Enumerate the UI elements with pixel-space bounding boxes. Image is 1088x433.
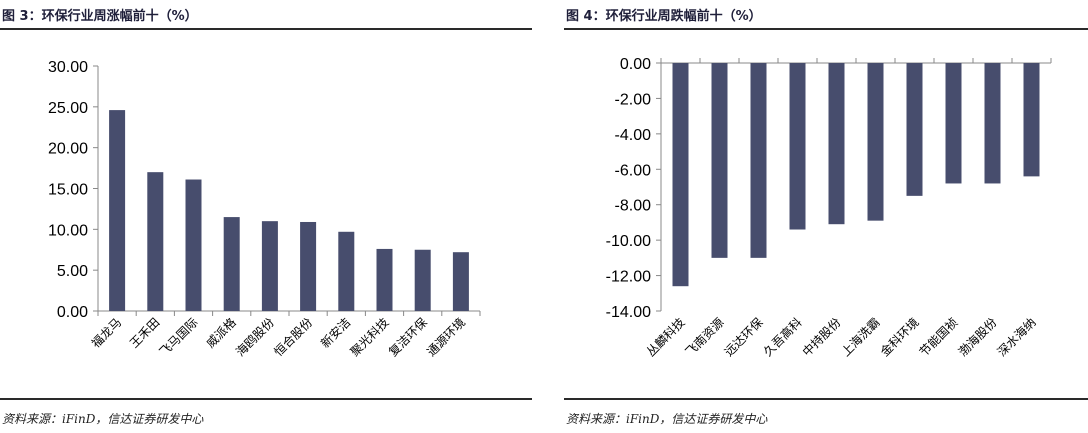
gain-category-label: 海鸥股份 [232, 315, 277, 360]
gain-bar [300, 221, 317, 311]
loss-category-label: 久吾高科 [760, 315, 805, 360]
loss-category-label: 中持股份 [799, 315, 844, 360]
figure-4-source: 资料来源：iFinD，信达证券研发中心 [566, 412, 768, 426]
loss-category-label: 远达环保 [722, 315, 766, 359]
figure-3-title: 图 3：环保行业周涨幅前十（%） [2, 9, 198, 24]
loss-y-tick-label: -8.00 [615, 198, 652, 215]
gain-category-label: 复洁环保 [386, 315, 430, 359]
gain-y-tick-label: 20.00 [48, 141, 88, 158]
gain-y-tick-label: 0.00 [57, 304, 88, 321]
gain-y-tick-label: 15.00 [48, 182, 88, 199]
gain-category-label: 恒合股份 [271, 315, 316, 360]
loss-bar [906, 63, 923, 196]
loss-category-label: 飞南资源 [682, 315, 727, 360]
loss-category-label: 深水海纳 [994, 315, 1039, 360]
gain-y-tick-label: 5.00 [57, 263, 88, 280]
loss-y-tick-label: 0.00 [620, 56, 651, 73]
gain-category-label: 福龙马 [88, 315, 124, 351]
gain-bar [147, 172, 164, 311]
gain-bar [414, 249, 431, 311]
loss-y-tick-label: -14.00 [606, 304, 651, 321]
figure-4-panel: 图 4：环保行业周跌幅前十（%） 0.00 -2.00 -4.00 -6.00 -8.0… [564, 0, 1088, 433]
loss-category-label: 金科环境 [877, 315, 922, 360]
loss-y-tick-label: -12.00 [606, 269, 651, 286]
loss-category-label: 渤海股份 [955, 315, 1000, 360]
gain-category-label: 聚光科技 [348, 315, 392, 359]
loss-bar [828, 63, 845, 225]
figure-3-bottom-rule [0, 398, 532, 400]
gain-bar [223, 217, 240, 311]
loss-bar [867, 63, 884, 221]
gain-bar [109, 110, 126, 311]
gain-bar [452, 252, 469, 311]
gain-category-label: 王禾田 [127, 315, 162, 350]
figure-4-chart: 0.00 -2.00 -4.00 -6.00 -8.00 -10.00 -12.00 -14.… [606, 56, 1052, 360]
loss-bar [672, 63, 689, 287]
gain-category-label: 新安洁 [317, 315, 353, 351]
loss-y-tick-label: -4.00 [615, 127, 652, 144]
loss-category-label: 上海洗霸 [838, 315, 883, 360]
gain-category-label: 威派格 [203, 315, 239, 351]
gain-category-label: 通源环境 [423, 315, 468, 360]
figure-4-title: 图 4：环保行业周跌幅前十（%） [566, 9, 762, 24]
loss-category-label: 节能国祯 [917, 315, 961, 359]
gain-bar [338, 231, 355, 311]
gain-bar [185, 179, 202, 311]
gain-y-tick-label: 30.00 [48, 59, 88, 76]
figure-3-chart: 0.00 5.00 10.00 15.00 20.00 25.00 30.00 福龙马 王禾田飞… [48, 59, 481, 360]
figure-3-source: 资料来源：iFinD，信达证券研发中心 [2, 412, 204, 426]
figure-4-bottom-rule [564, 398, 1088, 400]
loss-bar [1023, 63, 1040, 177]
loss-y-tick-label: -6.00 [615, 162, 652, 179]
gain-bar [376, 248, 393, 311]
loss-bar [711, 63, 728, 258]
gain-y-tick-label: 10.00 [48, 222, 88, 239]
loss-bar [750, 63, 767, 258]
figure-3-top-rule [0, 28, 532, 30]
figure-3-panel: 图 3：环保行业周涨幅前十（%） 0.00 5.00 10.00 15.00 20.00… [0, 0, 532, 433]
loss-bar [789, 63, 806, 230]
figure-4-top-rule [564, 28, 1088, 30]
loss-bar [945, 63, 962, 184]
loss-y-tick-label: -10.00 [606, 233, 651, 250]
loss-category-label: 丛麟科技 [643, 315, 688, 360]
gain-category-label: 飞马国际 [157, 315, 201, 359]
loss-bar [984, 63, 1001, 184]
gain-bar [261, 221, 278, 311]
loss-y-tick-label: -2.00 [615, 91, 652, 108]
gain-y-tick-label: 25.00 [48, 100, 88, 117]
